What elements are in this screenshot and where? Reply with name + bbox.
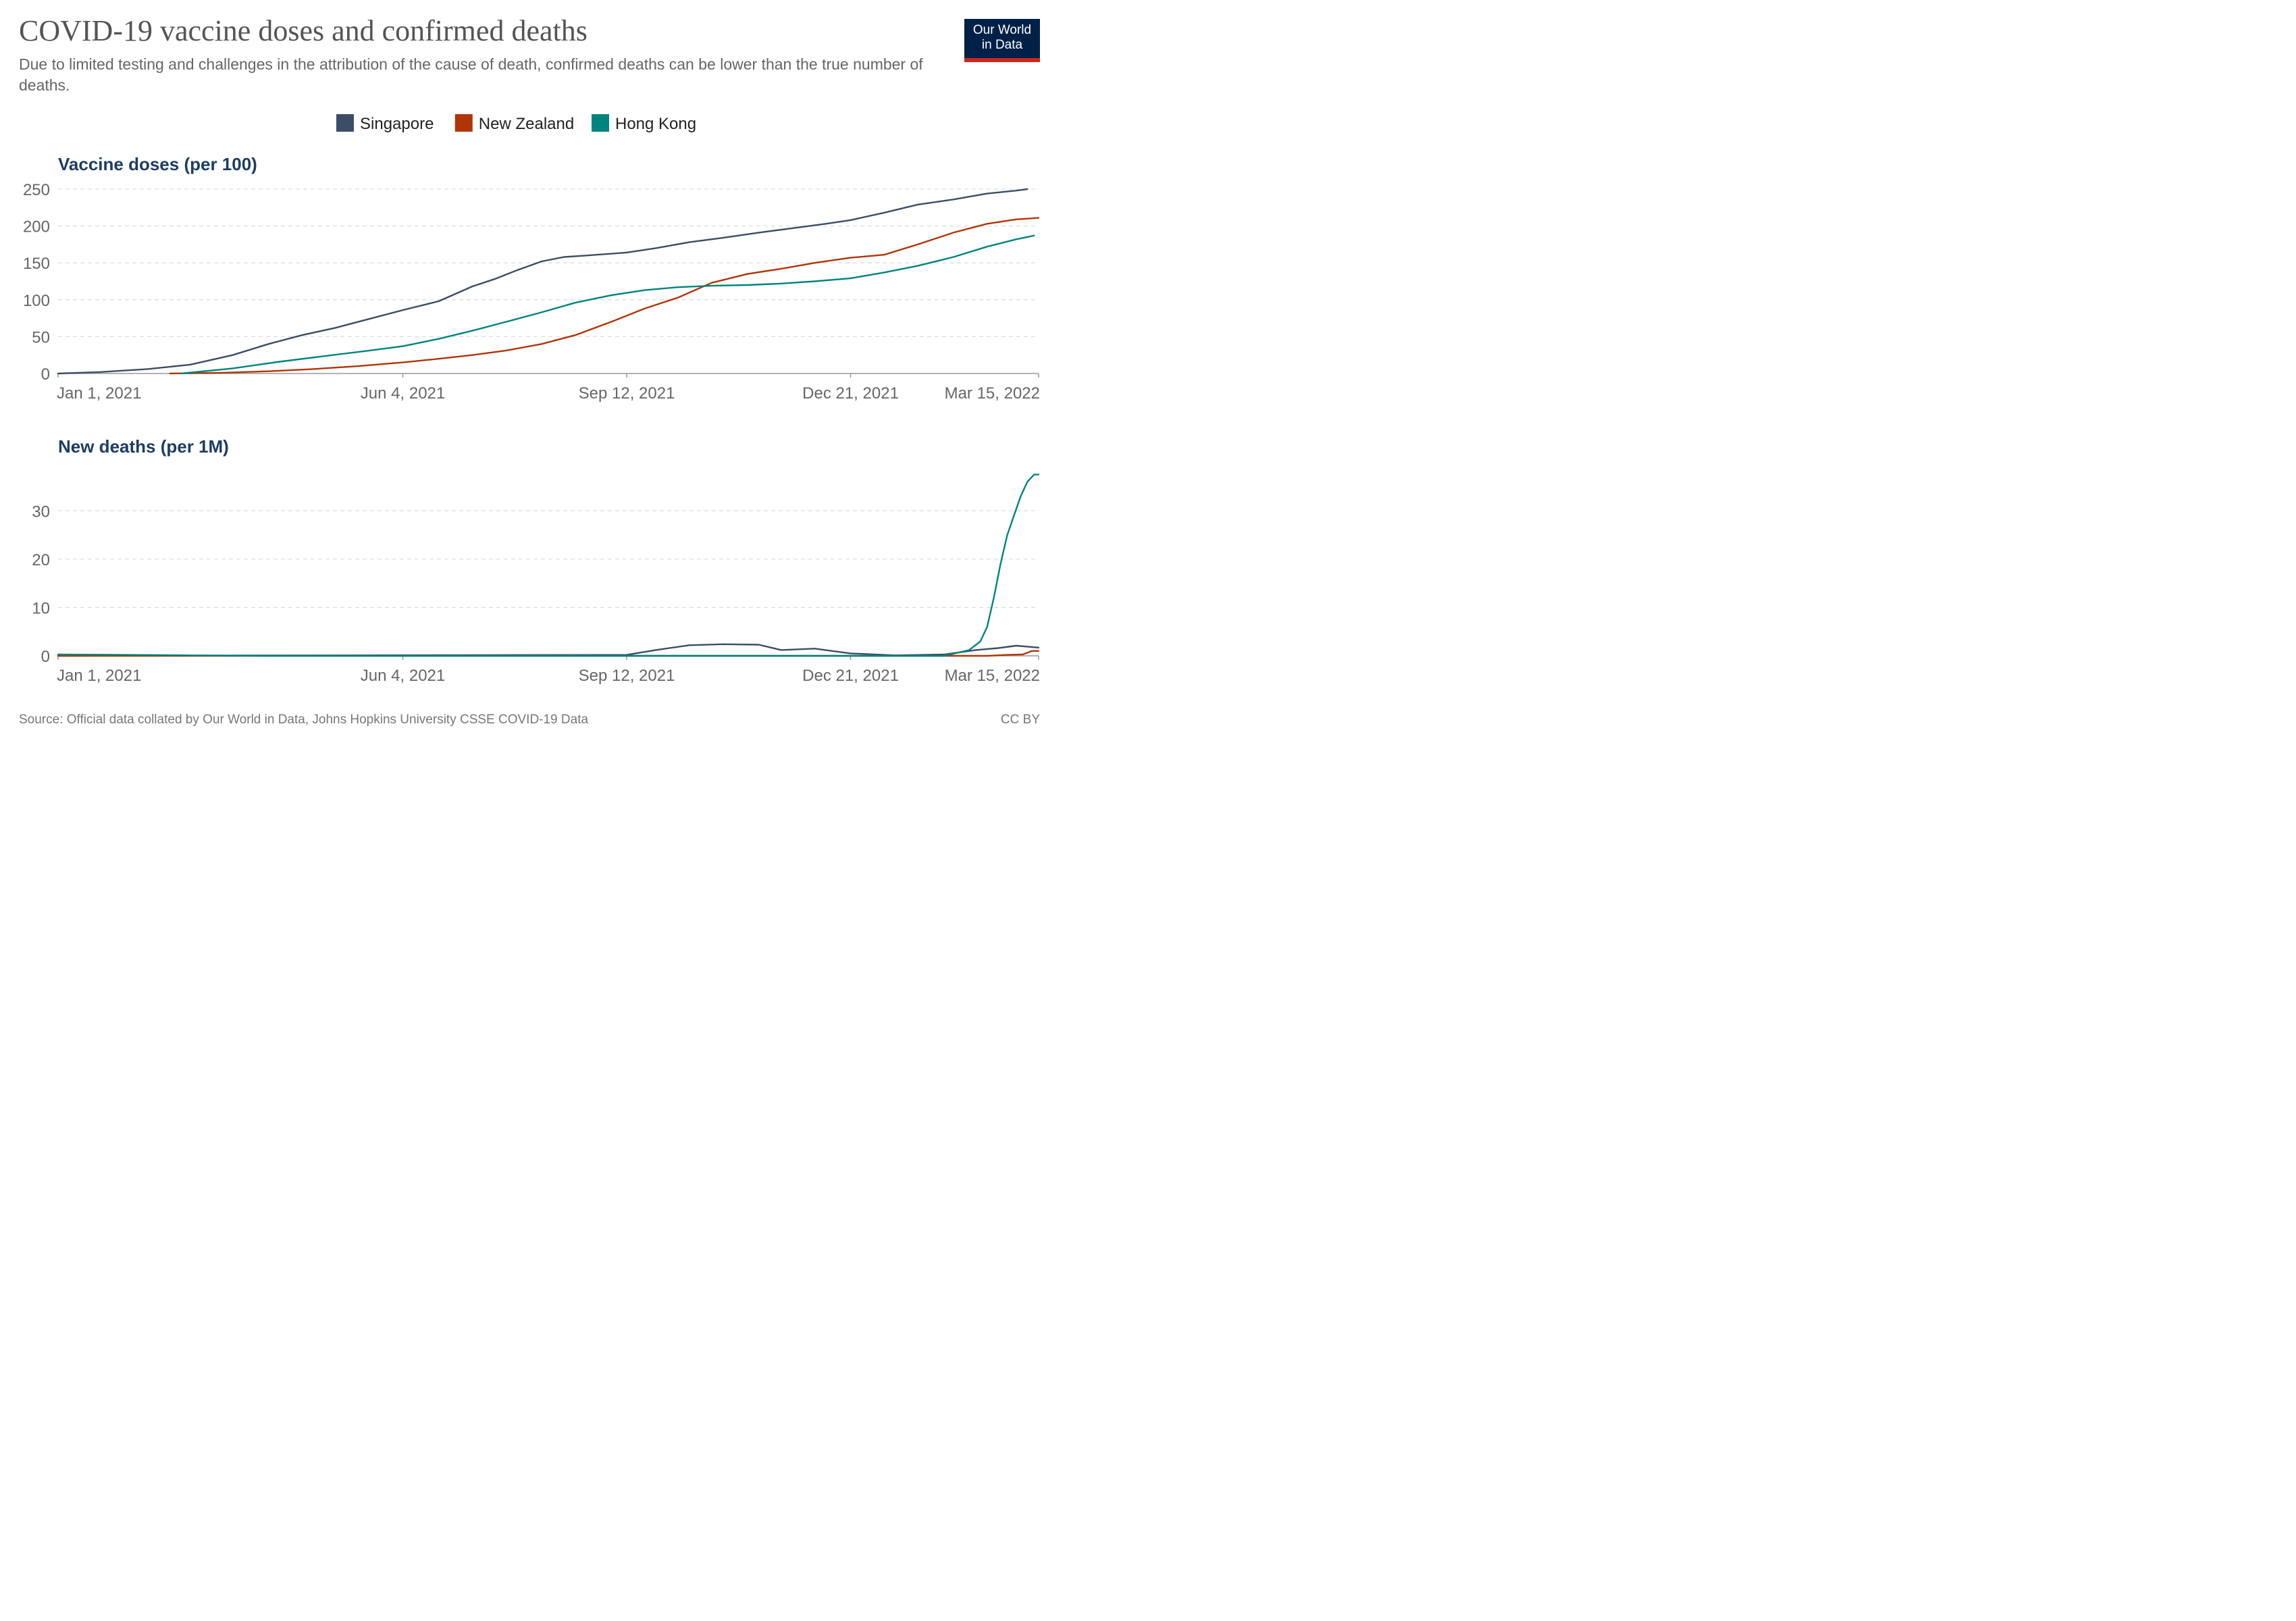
x-tick-label: Jun 4, 2021: [361, 384, 445, 403]
chart-title: COVID-19 vaccine doses and confirmed dea…: [19, 14, 588, 47]
y-tick-label-30: 30: [32, 503, 50, 521]
logo-line-1: Our World: [972, 23, 1032, 37]
logo-line-2: in Data: [981, 38, 1023, 52]
series-line-new-zealand[interactable]: [169, 217, 1040, 375]
y-tick-label-200: 200: [23, 218, 50, 236]
y-tick-label-10: 10: [32, 599, 50, 617]
chart-subtitle: Due to limited testing and challenges in…: [19, 55, 923, 94]
source-note: Source: Official data collated by Our Wo…: [19, 713, 589, 727]
legend-label-singapore: Singapore: [360, 115, 434, 133]
y-tick-label-100: 100: [23, 292, 50, 310]
series-line-hong-kong[interactable]: [57, 473, 1040, 657]
x-tick-label: Jan 1, 2021: [57, 667, 141, 685]
y-tick-label-50: 50: [32, 328, 50, 346]
legend-swatch-singapore[interactable]: [336, 114, 354, 132]
x-tick-label: Jun 4, 2021: [361, 667, 445, 685]
owid-logo[interactable]: Our World in Data: [964, 19, 1040, 62]
x-tick-label: Mar 15, 2022: [945, 667, 1040, 685]
x-tick-label: Mar 15, 2022: [945, 384, 1040, 403]
legend-swatch-new-zealand[interactable]: [454, 114, 473, 132]
x-tick-label: Sep 12, 2021: [579, 667, 675, 685]
panel-title-1: Vaccine doses (per 100): [58, 154, 257, 174]
y-tick-label-0: 0: [41, 648, 50, 666]
y-tick-label-150: 150: [23, 255, 50, 273]
panel-title-2: New deaths (per 1M): [58, 436, 229, 457]
legend-label-hong-kong: Hong Kong: [615, 115, 696, 133]
legend-label-new-zealand: New Zealand: [479, 115, 574, 133]
chart-canvas: Singapore New Zealand Hong Kong Vaccine dos…: [23, 114, 1040, 685]
series-line-hong-kong[interactable]: [180, 234, 1035, 375]
y-tick-label-20: 20: [32, 551, 50, 569]
x-tick-label: Sep 12, 2021: [579, 384, 675, 403]
x-tick-label: Dec 21, 2021: [802, 384, 899, 403]
y-tick-label-0: 0: [41, 365, 50, 384]
series-line-singapore[interactable]: [57, 643, 1040, 657]
legend-swatch-hong-kong[interactable]: [592, 114, 609, 132]
y-tick-label-250: 250: [23, 181, 50, 199]
license-note: CC BY: [1000, 713, 1040, 727]
x-tick-label: Dec 21, 2021: [802, 667, 899, 685]
x-tick-label: Jan 1, 2021: [57, 384, 141, 403]
series-line-singapore[interactable]: [57, 188, 1028, 375]
